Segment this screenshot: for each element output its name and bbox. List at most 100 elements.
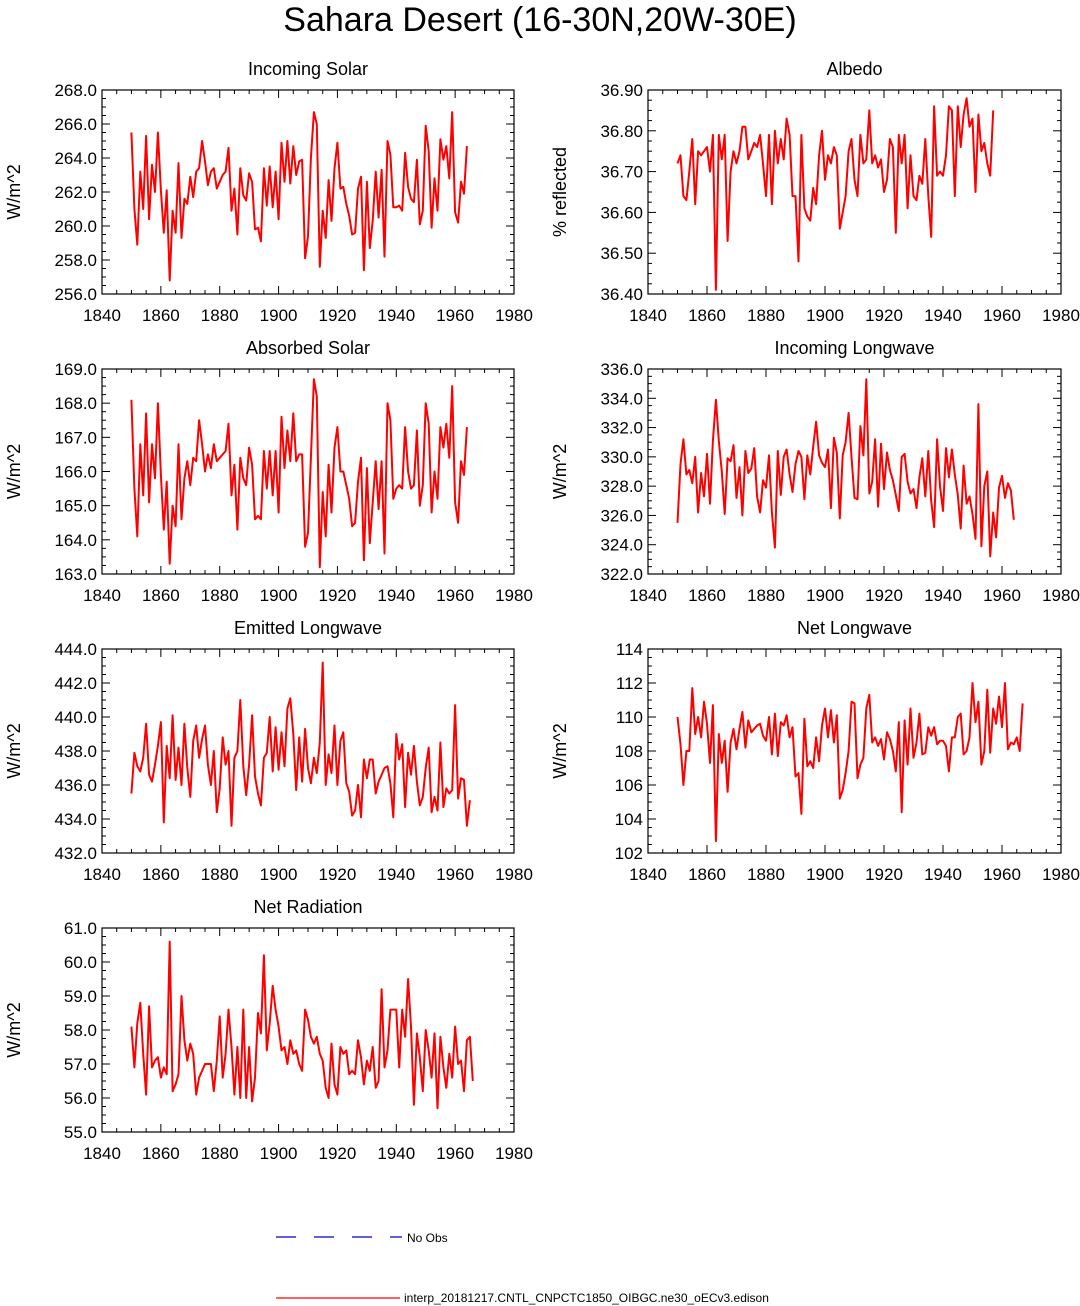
series-line bbox=[130, 661, 471, 827]
panel-title: Net Longwave bbox=[797, 618, 912, 638]
y-tick-label: 168.0 bbox=[54, 394, 97, 413]
x-tick-label: 1880 bbox=[201, 586, 239, 605]
y-tick-label: 262.0 bbox=[54, 183, 97, 202]
panel-title: Net Radiation bbox=[253, 897, 362, 917]
y-tick-label: 332.0 bbox=[600, 419, 643, 438]
chart-panel-0: Incoming Solar W/m^2 1840 1860 1880 1900 1920 1… bbox=[4, 59, 533, 325]
y-axis-label: W/m^2 bbox=[4, 1002, 24, 1057]
x-tick-label: 1980 bbox=[1042, 306, 1080, 325]
chart-panel-1: Albedo % reflected 1840 1860 1880 1900 1920 194… bbox=[550, 59, 1080, 325]
x-tick-label: 1880 bbox=[201, 865, 239, 884]
y-tick-label: 264.0 bbox=[54, 149, 97, 168]
y-tick-label: 330.0 bbox=[600, 448, 643, 467]
x-tick-label: 1960 bbox=[436, 865, 474, 884]
y-tick-label: 434.0 bbox=[54, 810, 97, 829]
y-tick-label: 324.0 bbox=[600, 536, 643, 555]
x-tick-label: 1880 bbox=[201, 1144, 239, 1163]
x-tick-label: 1940 bbox=[377, 1144, 415, 1163]
series-line bbox=[676, 682, 1024, 843]
series-line bbox=[676, 97, 995, 291]
series-line bbox=[676, 378, 1015, 558]
page-title: Sahara Desert (16-30N,20W-30E) bbox=[283, 1, 797, 39]
x-tick-label: 1840 bbox=[629, 306, 667, 325]
y-tick-label: 326.0 bbox=[600, 506, 643, 525]
y-tick-label: 432.0 bbox=[54, 844, 97, 863]
series-line bbox=[130, 111, 468, 282]
y-tick-label: 60.0 bbox=[64, 953, 97, 972]
plot-frame bbox=[647, 368, 1062, 575]
x-tick-label: 1960 bbox=[436, 586, 474, 605]
x-tick-label: 1940 bbox=[377, 586, 415, 605]
plot-frame bbox=[101, 927, 515, 1133]
y-tick-label: 61.0 bbox=[64, 919, 97, 938]
chart-panel-6: Net Radiation W/m^2 1840 1860 1880 1900 1920 19… bbox=[4, 897, 533, 1163]
x-tick-label: 1860 bbox=[688, 865, 726, 884]
x-tick-label: 1940 bbox=[924, 306, 962, 325]
x-tick-label: 1960 bbox=[436, 1144, 474, 1163]
y-tick-label: 57.0 bbox=[64, 1055, 97, 1074]
x-tick-label: 1980 bbox=[495, 586, 533, 605]
panel-title: Incoming Solar bbox=[248, 59, 368, 79]
chart-panels: Incoming Solar W/m^2 1840 1860 1880 1900 1920 1… bbox=[4, 59, 1080, 1163]
y-tick-label: 266.0 bbox=[54, 115, 97, 134]
x-tick-label: 1920 bbox=[319, 1144, 357, 1163]
x-tick-label: 1920 bbox=[865, 586, 903, 605]
x-tick-label: 1960 bbox=[436, 306, 474, 325]
x-tick-label: 1880 bbox=[201, 306, 239, 325]
y-tick-label: 268.0 bbox=[54, 81, 97, 100]
x-tick-label: 1960 bbox=[983, 586, 1021, 605]
x-tick-label: 1980 bbox=[495, 306, 533, 325]
x-tick-label: 1880 bbox=[747, 586, 785, 605]
x-tick-label: 1940 bbox=[377, 865, 415, 884]
y-axis-label: W/m^2 bbox=[4, 723, 24, 778]
y-tick-label: 256.0 bbox=[54, 285, 97, 304]
x-tick-label: 1980 bbox=[1042, 865, 1080, 884]
x-tick-label: 1900 bbox=[806, 865, 844, 884]
y-tick-label: 440.0 bbox=[54, 708, 97, 727]
panel-title: Incoming Longwave bbox=[774, 338, 934, 358]
x-tick-label: 1960 bbox=[983, 306, 1021, 325]
x-tick-label: 1940 bbox=[377, 306, 415, 325]
plot-frame bbox=[647, 89, 1062, 295]
y-tick-label: 36.90 bbox=[600, 81, 643, 100]
y-tick-label: 165.0 bbox=[54, 497, 97, 516]
x-tick-label: 1920 bbox=[319, 865, 357, 884]
y-tick-label: 336.0 bbox=[600, 360, 643, 379]
y-tick-label: 258.0 bbox=[54, 251, 97, 270]
x-tick-label: 1920 bbox=[865, 865, 903, 884]
y-axis-label: % reflected bbox=[550, 147, 570, 237]
x-tick-label: 1920 bbox=[865, 306, 903, 325]
y-tick-label: 169.0 bbox=[54, 360, 97, 379]
series-line bbox=[130, 940, 474, 1110]
chart-panel-2: Absorbed Solar W/m^2 1840 1860 1880 1900 1920 1… bbox=[4, 338, 533, 605]
chart-panel-4: Emitted Longwave W/m^2 1840 1860 1880 1900 192… bbox=[4, 618, 533, 884]
y-tick-label: 112 bbox=[616, 674, 643, 693]
x-tick-label: 1860 bbox=[142, 586, 180, 605]
panel-title: Absorbed Solar bbox=[246, 338, 370, 358]
y-tick-label: 36.80 bbox=[600, 122, 643, 141]
x-tick-label: 1860 bbox=[688, 586, 726, 605]
y-tick-label: 444.0 bbox=[54, 640, 97, 659]
x-tick-label: 1940 bbox=[924, 865, 962, 884]
y-tick-label: 36.40 bbox=[600, 285, 643, 304]
x-tick-label: 1900 bbox=[260, 865, 298, 884]
chart-panel-3: Incoming Longwave W/m^2 1840 1860 1880 1900 19… bbox=[550, 338, 1080, 605]
y-tick-label: 328.0 bbox=[600, 477, 643, 496]
x-tick-label: 1900 bbox=[260, 1144, 298, 1163]
y-tick-label: 102 bbox=[615, 844, 643, 863]
y-axis-label: W/m^2 bbox=[550, 444, 570, 499]
y-tick-label: 36.70 bbox=[600, 163, 643, 182]
y-tick-label: 36.50 bbox=[600, 244, 643, 263]
y-tick-label: 104 bbox=[615, 810, 643, 829]
y-tick-label: 334.0 bbox=[600, 389, 643, 408]
y-tick-label: 58.0 bbox=[64, 1021, 97, 1040]
y-tick-label: 110 bbox=[616, 708, 643, 727]
x-tick-label: 1900 bbox=[260, 306, 298, 325]
x-tick-label: 1980 bbox=[495, 865, 533, 884]
series-line bbox=[130, 378, 468, 569]
y-tick-label: 164.0 bbox=[54, 531, 97, 550]
x-tick-label: 1840 bbox=[83, 1144, 121, 1163]
x-tick-label: 1840 bbox=[83, 306, 121, 325]
x-tick-label: 1860 bbox=[142, 306, 180, 325]
